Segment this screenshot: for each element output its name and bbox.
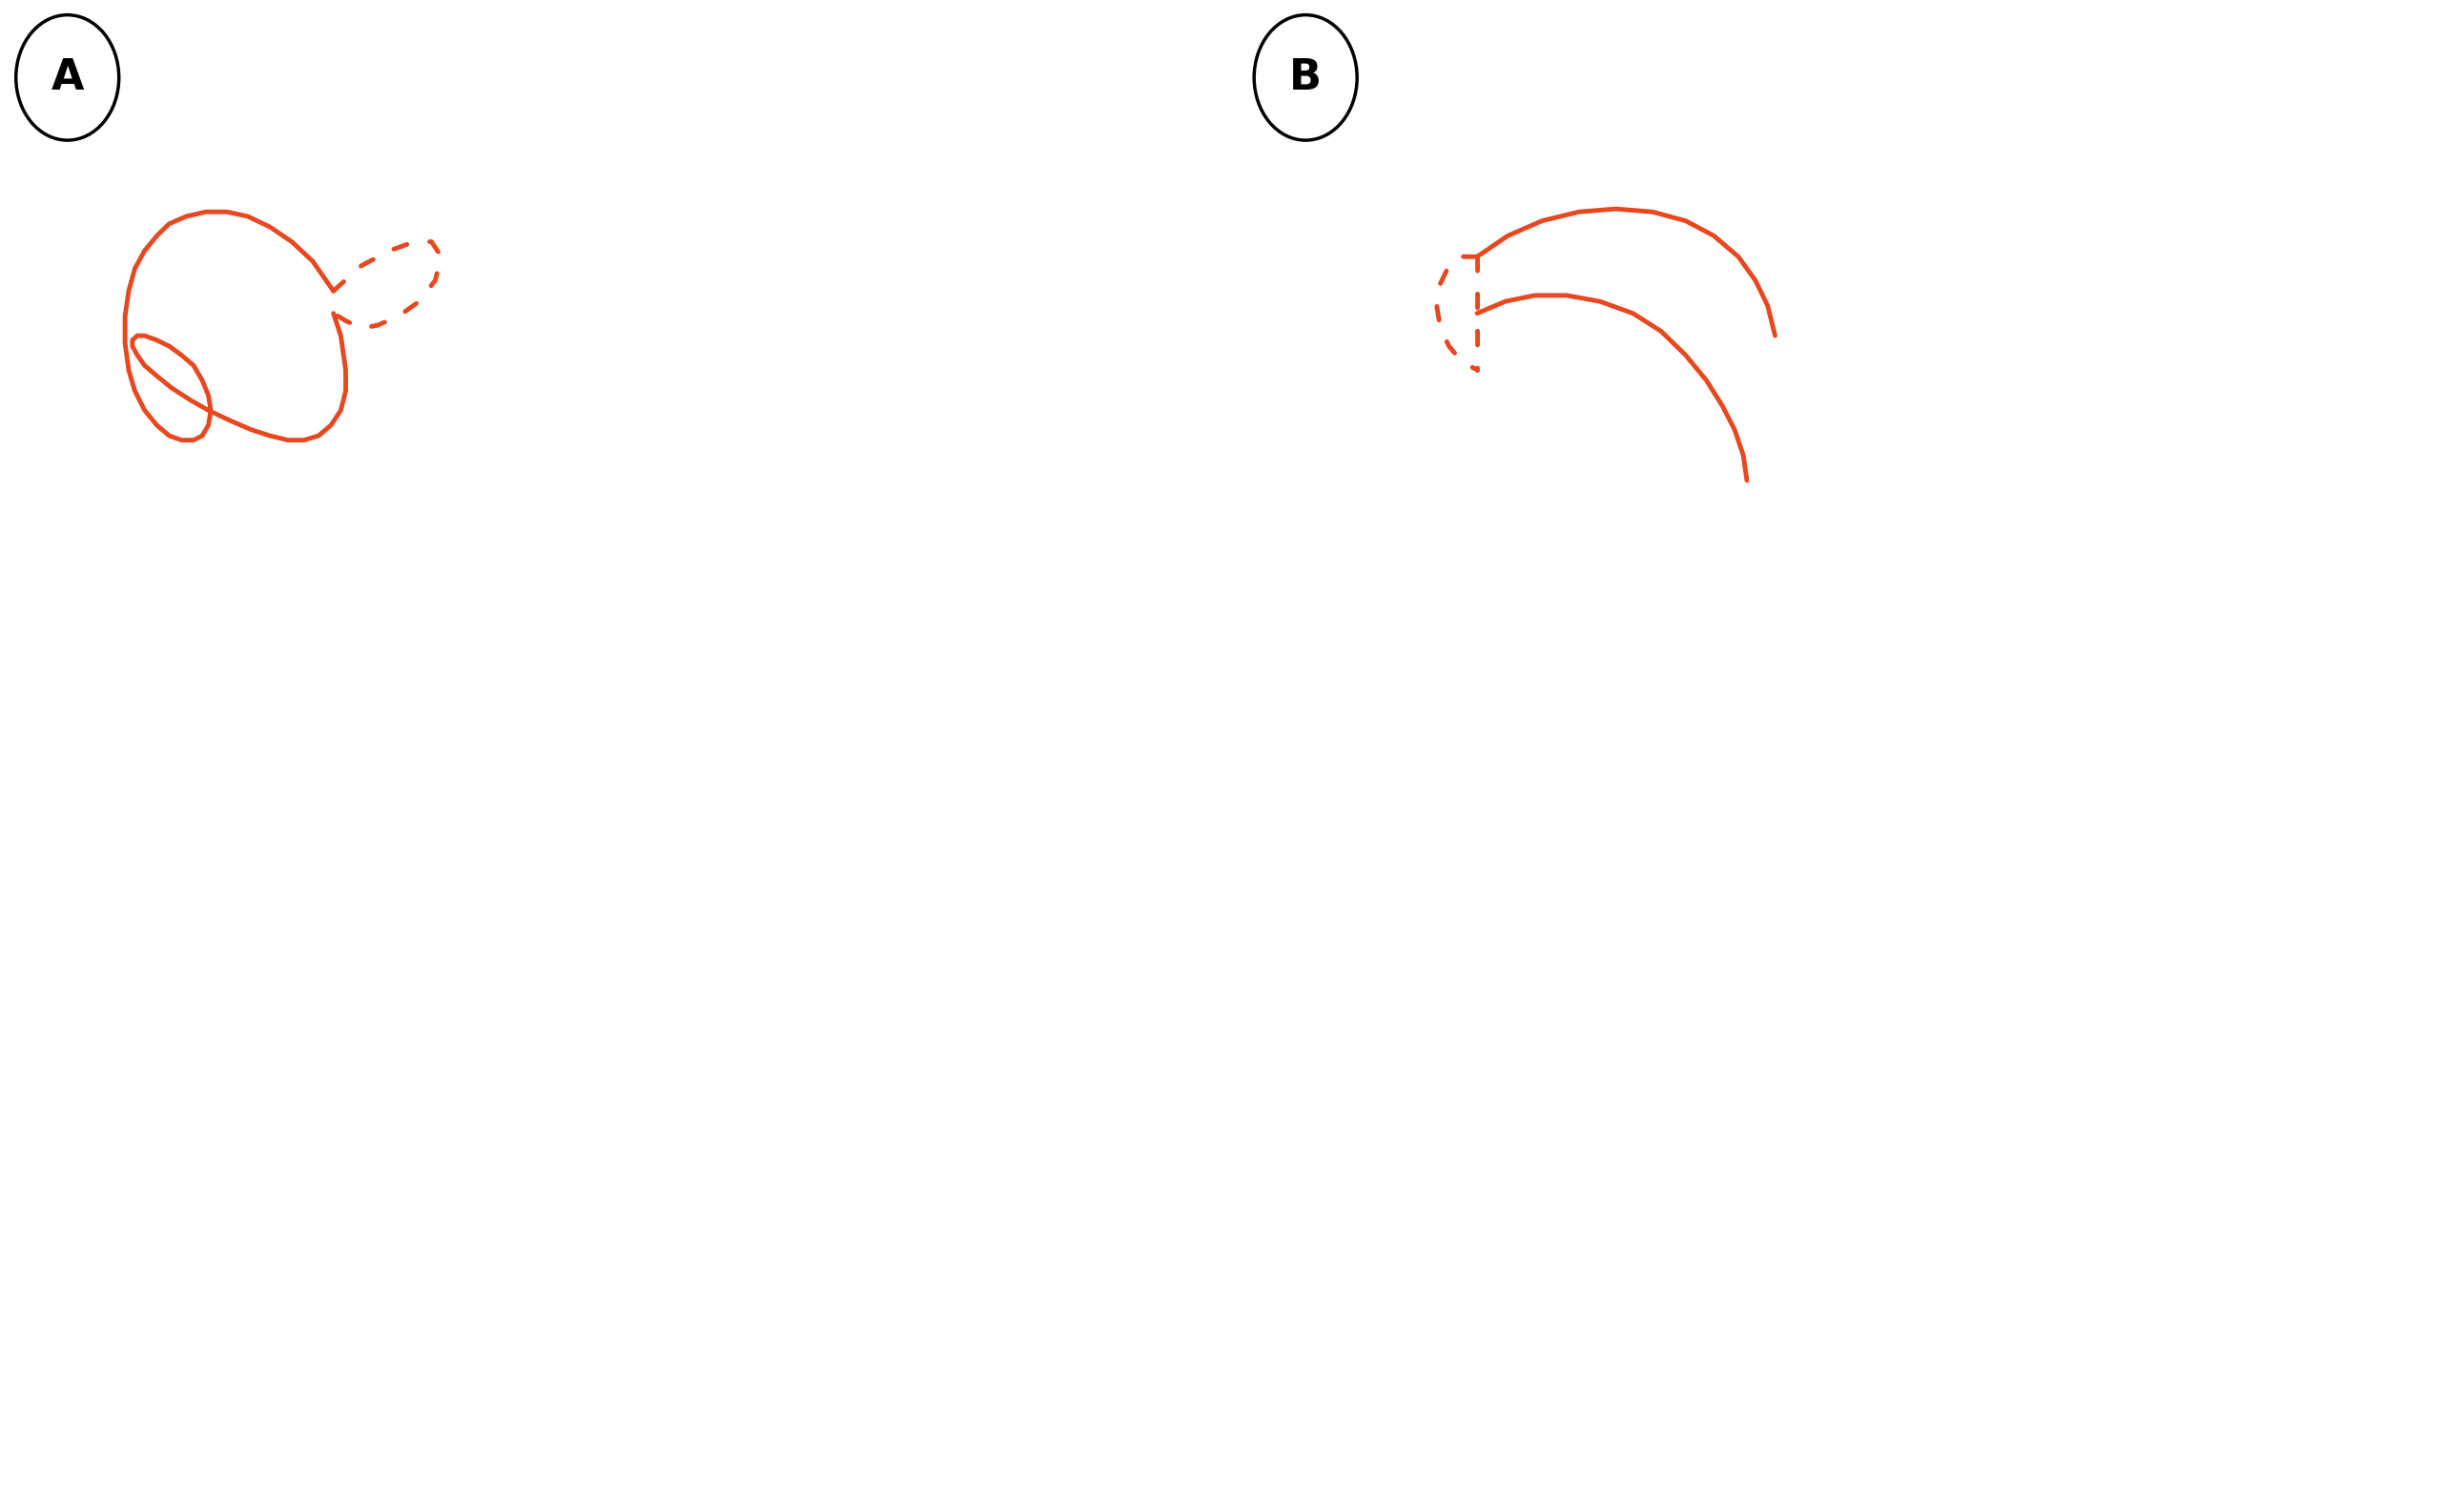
Circle shape — [1254, 15, 1358, 140]
Circle shape — [15, 15, 118, 140]
Text: B: B — [1289, 57, 1321, 98]
Text: A: A — [52, 57, 84, 98]
